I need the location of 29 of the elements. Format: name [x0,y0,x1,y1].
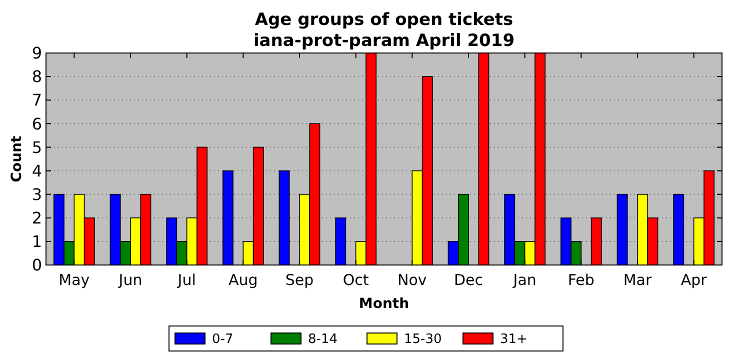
legend-label: 15-30 [404,332,442,347]
x-tick-label: Oct [342,271,369,289]
y-tick-label: 9 [32,44,42,63]
y-tick-label: 3 [32,184,42,204]
x-tick-label: Jul [176,271,196,289]
chart-title: Age groups of open tickets iana-prot-param April 2019 [253,10,515,51]
y-tick-label: 7 [32,90,42,110]
x-tick-label: Sep [285,271,314,289]
x-tick-label: Jun [118,271,142,289]
x-tick-label: May [58,271,90,289]
y-tick-label: 4 [32,161,42,180]
x-tick-label: Feb [568,271,594,289]
legend-label: 0-7 [212,332,234,347]
x-tick-label: Dec [454,271,484,289]
y-tick-label: 6 [32,114,42,134]
y-tick-label: 8 [32,67,42,86]
x-tick-label: Nov [398,271,427,289]
x-tick-label: Aug [228,271,258,289]
legend-label: 8-14 [308,332,338,347]
y-tick-label: 0 [32,256,42,275]
y-tick-label: 5 [32,138,42,157]
y-axis-title: Count [9,135,25,182]
legend-label: 31+ [500,332,528,347]
y-tick-label: 1 [32,232,42,252]
x-axis-title: Month [358,296,410,312]
x-tick-label: Apr [680,271,708,289]
x-tick-label: Mar [623,271,652,289]
x-tick-label: Jan [512,271,536,289]
y-tick-label: 2 [32,208,42,228]
